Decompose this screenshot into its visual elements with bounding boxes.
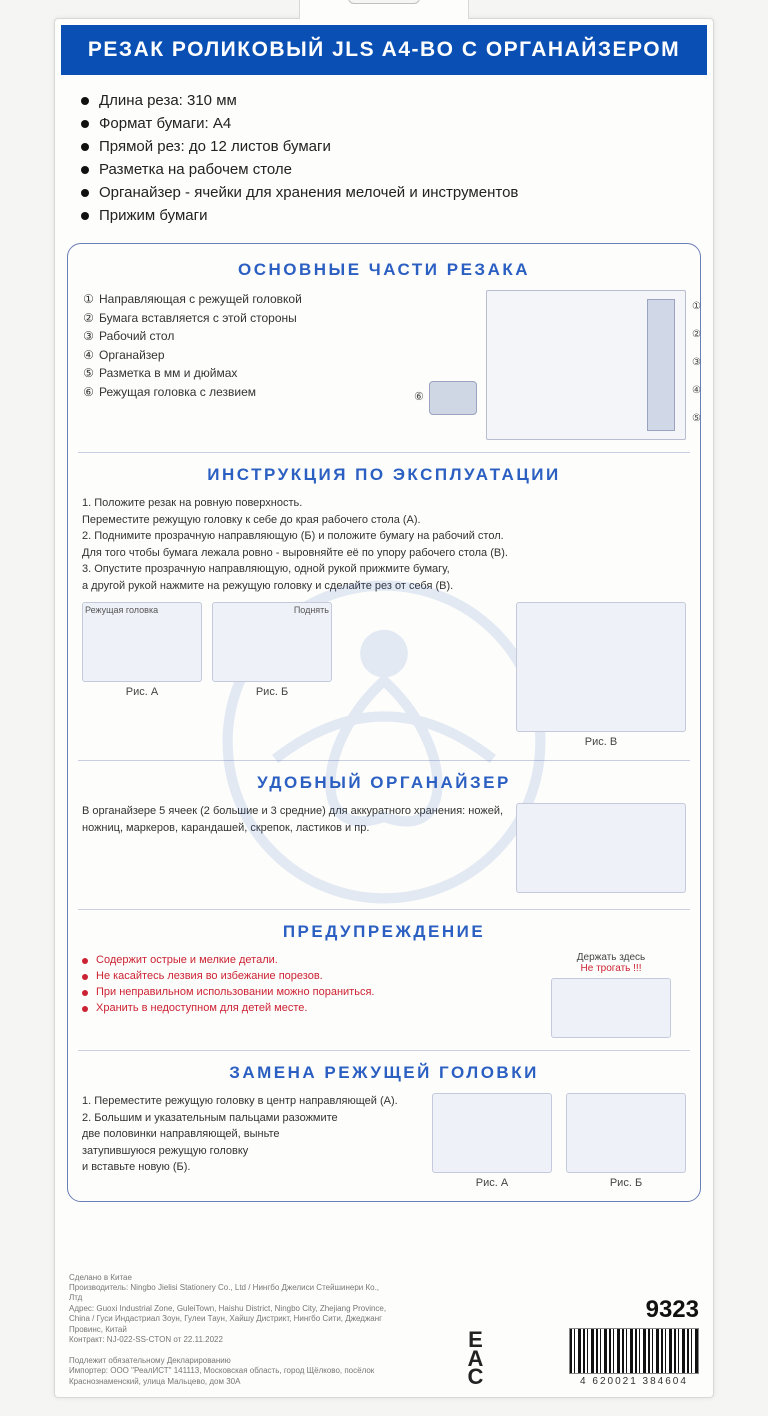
eac-mark: EAC	[468, 1331, 483, 1387]
organizer-text: В органайзере 5 ячеек (2 большие и 3 сре…	[82, 803, 506, 836]
warning-list: Содержит острые и мелкие детали.Не касай…	[82, 952, 526, 1016]
figure-v: Рис. В	[516, 602, 686, 748]
spec-item: Формат бумаги: А4	[81, 112, 687, 135]
barcode-number: 4 620021 384604	[569, 1376, 699, 1387]
instructions-heading: ИНСТРУКЦИЯ ПО ЭКСПЛУАТАЦИИ	[82, 465, 686, 485]
replace-figure-b: Рис. Б	[566, 1093, 686, 1189]
spec-item: Органайзер - ячейки для хранения мелочей…	[81, 181, 687, 204]
replace-heading: ЗАМЕНА РЕЖУЩЕЙ ГОЛОВКИ	[82, 1063, 686, 1083]
package-back: РЕЗАК РОЛИКОВЫЙ JLS A4-BO С ОРГАНАЙЗЕРОМ…	[54, 18, 714, 1398]
footer: Сделано в Китае Производитель: Ningbo Ji…	[69, 1273, 699, 1387]
spec-item: Длина реза: 310 мм	[81, 89, 687, 112]
parts-diagram: ① ② ③ ④ ⑤	[486, 290, 686, 440]
replace-figure-a: Рис. А	[432, 1093, 552, 1189]
spec-item: Прямой рез: до 12 листов бумаги	[81, 135, 687, 158]
warning-heading: ПРЕДУПРЕЖДЕНИЕ	[82, 922, 686, 942]
product-code: 9323	[569, 1296, 699, 1324]
organizer-diagram	[516, 803, 686, 893]
organizer-heading: УДОБНЫЙ ОРГАНАЙЗЕР	[82, 773, 686, 793]
figure-a: Режущая головка Рис. А	[82, 602, 202, 698]
spec-item: Прижим бумаги	[81, 204, 687, 227]
spec-item: Разметка на рабочем столе	[81, 158, 687, 181]
parts-heading: ОСНОВНЫЕ ЧАСТИ РЕЗАКА	[82, 260, 686, 280]
figure-b: Поднять Рис. Б	[212, 602, 332, 698]
spec-list: Длина реза: 310 ммФормат бумаги: А4Прямо…	[55, 75, 713, 235]
product-title: РЕЗАК РОЛИКОВЫЙ JLS A4-BO С ОРГАНАЙЗЕРОМ	[61, 25, 707, 75]
parts-list: ①Направляющая с режущей головкой②Бумага …	[82, 290, 476, 402]
barcode	[569, 1328, 699, 1374]
warning-diagram: Держать здесь Не трогать !!!	[536, 952, 686, 1038]
main-frame: ОСНОВНЫЕ ЧАСТИ РЕЗАКА ①Направляющая с ре…	[67, 243, 701, 1202]
barcode-block: 9323 4 620021 384604	[569, 1296, 699, 1387]
fine-print: Сделано в Китае Производитель: Ningbo Ji…	[69, 1273, 389, 1387]
hang-tab	[299, 0, 469, 19]
replace-text: 1. Переместите режущую головку в центр н…	[82, 1093, 418, 1176]
instructions-text: 1. Положите резак на ровную поверхность.…	[82, 495, 686, 594]
